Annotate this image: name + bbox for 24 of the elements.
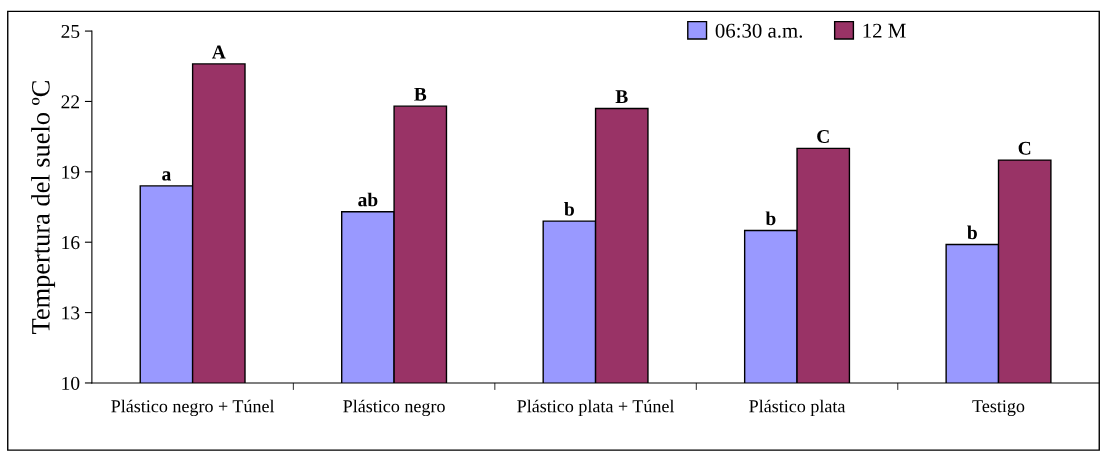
y-tick-label: 22 <box>61 95 79 109</box>
y-tick-label: 13 <box>62 306 80 320</box>
x-tick-label: Plástico plata + Túnel <box>517 399 675 417</box>
annotation: B <box>414 87 427 101</box>
annotation: ab <box>358 192 378 207</box>
annotation: C <box>1018 141 1031 155</box>
y-tick-label: 25 <box>61 24 80 39</box>
x-tick-label: Testigo <box>972 400 1025 417</box>
y-axis-title: Tempertura del suelo ºC <box>31 81 56 334</box>
annotation: C <box>817 129 829 144</box>
y-tick-label: 19 <box>62 165 80 179</box>
y-tick-label: 10 <box>62 376 80 390</box>
x-tick-label: Plástico plata <box>749 399 846 417</box>
legend-label: 12 M <box>863 23 906 38</box>
legend-label: 06:30 a.m. <box>715 23 803 38</box>
annotation: b <box>765 211 776 226</box>
annotation: b <box>967 225 977 240</box>
annotation: a <box>162 171 171 181</box>
annotation: B <box>615 90 628 104</box>
y-tick-label: 16 <box>62 236 80 250</box>
x-tick-label: Plástico negro + Túnel <box>111 399 275 417</box>
annotation: b <box>564 202 574 216</box>
annotation: A <box>211 45 226 59</box>
x-tick-label: Plástico negro <box>343 399 445 417</box>
